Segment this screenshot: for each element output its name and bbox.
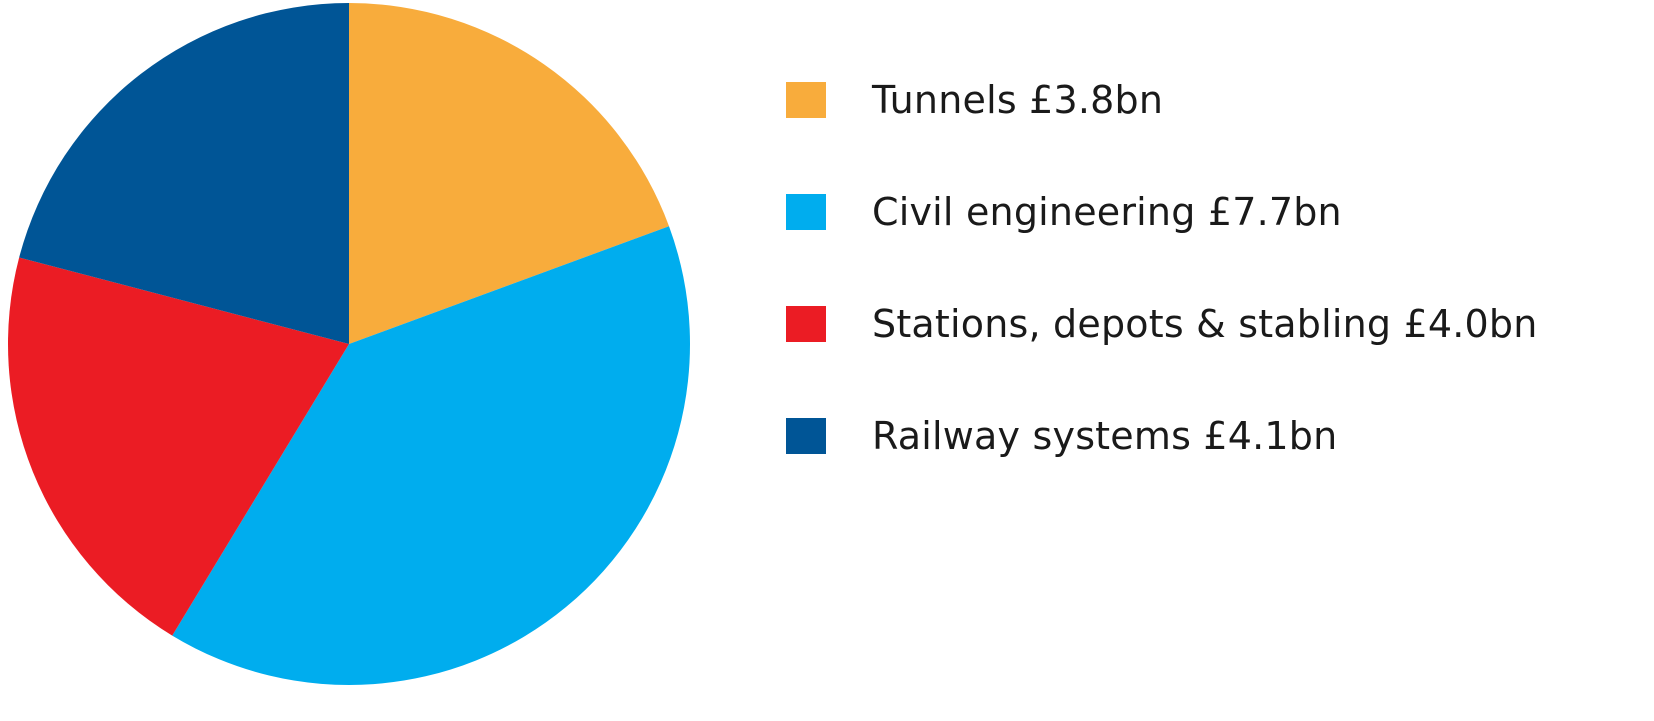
- legend-swatch-stations: [786, 306, 826, 342]
- pie-slice-tunnels: [349, 3, 670, 344]
- legend-item-tunnels: Tunnels £3.8bn: [786, 44, 1646, 156]
- legend-swatch-civil-engineering: [786, 194, 826, 230]
- legend-swatch-tunnels: [786, 82, 826, 118]
- legend-label-railway-systems: Railway systems £4.1bn: [872, 414, 1338, 458]
- pie-slice-stations: [7, 257, 349, 636]
- legend-swatch-railway-systems: [786, 418, 826, 454]
- legend: Tunnels £3.8bn Civil engineering £7.7bn …: [786, 44, 1646, 492]
- pie-slice-railway-systems: [19, 3, 350, 344]
- legend-label-civil-engineering: Civil engineering £7.7bn: [872, 190, 1342, 234]
- pie-chart: [7, 3, 691, 685]
- legend-item-civil-engineering: Civil engineering £7.7bn: [786, 156, 1646, 268]
- legend-item-stations: Stations, depots & stabling £4.0bn: [786, 268, 1646, 380]
- legend-item-railway-systems: Railway systems £4.1bn: [786, 380, 1646, 492]
- legend-label-stations: Stations, depots & stabling £4.0bn: [872, 302, 1538, 346]
- pie-slice-civil-engineering: [172, 226, 691, 685]
- legend-label-tunnels: Tunnels £3.8bn: [872, 78, 1164, 122]
